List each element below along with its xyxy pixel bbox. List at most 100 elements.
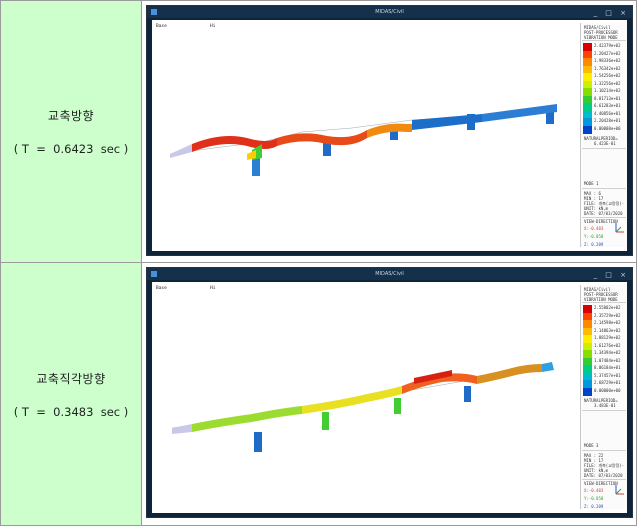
deck-segment — [192, 406, 302, 432]
legend-swatch — [583, 73, 592, 81]
legend-divider — [582, 302, 626, 303]
mode-label: 교축방향 — [47, 109, 95, 123]
legend-swatch — [583, 320, 592, 328]
max-node: MAX : 6 — [584, 191, 601, 196]
date-label: DATE: 07/03/2020 — [584, 473, 623, 478]
result-legend: MIDAS/Civil POST-PROCESSOR VIBRATION MOD… — [580, 23, 627, 247]
mode-label: 교축직각방향 — [36, 371, 106, 386]
title-bar: MIDAS/Civil _ □ × — [147, 6, 632, 18]
legend-divider — [582, 217, 626, 218]
view-coord-z: Z: 0.209 — [584, 504, 604, 509]
pier — [464, 386, 471, 402]
legend-header: POST-PROCESSOR — [584, 292, 618, 297]
legend-value: 1.61276e+02 — [594, 342, 621, 348]
pier — [254, 432, 262, 452]
legend-swatch — [583, 65, 592, 74]
window-buttons[interactable]: _ □ × — [593, 271, 629, 279]
app-window: MIDAS/Civil _ □ × Base Hi — [146, 5, 633, 256]
pier — [323, 140, 331, 156]
legend-value: 8.81713e+01 — [594, 95, 621, 101]
legend-header: MIDAS/Civil — [584, 25, 611, 30]
pier — [546, 108, 554, 124]
legend-value: 2.20427e+02 — [594, 50, 621, 56]
deck-end — [542, 362, 554, 372]
legend-value: 1.76342e+02 — [594, 65, 621, 71]
legend-swatch — [583, 103, 592, 111]
legend-value: 2.35729e+02 — [594, 312, 621, 318]
screenshot-cell-2: MIDAS/Civil _ □ × Base Hi — [141, 262, 637, 526]
pier — [252, 158, 260, 176]
legend-header: MIDAS/Civil — [584, 287, 611, 292]
mode-label-cell-1: 교축방향 ( T = 0.6423 sec ) — [0, 0, 142, 263]
legend-swatch — [583, 80, 592, 89]
legend-value: 8.06184e+01 — [594, 365, 621, 370]
unit-label: UNIT: kN,m — [584, 468, 609, 473]
legend-divider — [582, 148, 626, 149]
deck-end — [172, 424, 192, 434]
legend-swatch — [583, 110, 592, 119]
natural-period-value: 3.483E-01 — [594, 403, 616, 408]
deck-segment — [367, 123, 412, 138]
legend-swatch — [583, 335, 592, 343]
title-bar: MIDAS/Civil _ □ × — [147, 268, 632, 280]
view-coord-x: X:-0.483 — [584, 226, 604, 231]
deck-segment — [412, 114, 482, 130]
legend-divider — [582, 40, 626, 41]
legend-value: 1.54256e+02 — [594, 73, 621, 78]
model-canvas[interactable]: Base Hi — [152, 282, 627, 513]
pier — [390, 124, 398, 140]
legend-swatch — [583, 372, 592, 381]
legend-value: 0.00000e+00 — [594, 387, 621, 393]
date-label: DATE: 07/03/2020 — [584, 211, 623, 216]
legend-swatch — [583, 365, 592, 373]
natural-period-label: NATURALPERIOD= — [584, 398, 618, 403]
app-icon — [151, 9, 157, 15]
max-node: MAX : 22 — [584, 453, 604, 458]
legend-swatch — [583, 118, 592, 126]
legend-header: POST-PROCESSOR — [584, 30, 618, 35]
legend-swatch — [583, 312, 592, 321]
app-icon — [151, 271, 157, 277]
pier-top — [247, 150, 256, 160]
axis-triad-icon — [615, 485, 624, 495]
natural-period-label: NATURALPERIOD= — [584, 136, 618, 141]
legend-swatch — [583, 43, 592, 51]
result-legend: MIDAS/Civil POST-PROCESSOR VIBRATION MOD… — [580, 285, 627, 509]
legend-value: 2.42379e+02 — [594, 43, 621, 48]
legend-swatch — [583, 380, 592, 388]
period-text: ( T = 0.3483 sec ) — [13, 404, 129, 419]
legend-divider — [582, 450, 626, 451]
view-coord-y: Y:-0.850 — [584, 234, 604, 239]
view-direction-label: VIEW-DIRECTION — [584, 481, 618, 486]
legend-value: 1.07484e+02 — [594, 357, 621, 363]
bridge-mode-shape-2 — [171, 362, 554, 452]
legend-swatch — [583, 342, 592, 351]
min-node: MIN : 17 — [584, 196, 604, 201]
legend-swatch — [583, 357, 592, 366]
unit-label: UNIT: kN,m — [584, 206, 609, 211]
legend-header: VIBRATION MODE — [584, 35, 618, 40]
view-coord-z: Z: 0.209 — [584, 242, 604, 247]
file-name: FILE: 개축(교량정)- — [584, 463, 625, 468]
legend-value: 1.10214e+02 — [594, 88, 621, 93]
legend-value: 1.88129e+02 — [594, 335, 621, 340]
view-label-base: Base — [156, 24, 167, 29]
legend-swatch — [583, 95, 592, 104]
legend-value: 2.14598e+02 — [594, 320, 621, 325]
view-coord-y: Y:-0.850 — [584, 496, 604, 501]
model-canvas[interactable]: Base Hi — [152, 20, 627, 251]
legend-divider — [582, 410, 626, 411]
window-buttons[interactable]: _ □ × — [593, 9, 629, 17]
legend-divider — [582, 188, 626, 189]
legend-swatch — [583, 125, 592, 134]
deck-segment — [192, 136, 277, 152]
legend-value: 6.61283e+01 — [594, 103, 621, 108]
window-title: MIDAS/Civil — [375, 271, 404, 277]
deck-segment — [402, 373, 477, 394]
legend-swatch — [583, 305, 592, 313]
axis-triad-icon — [615, 223, 624, 233]
legend-swatch — [583, 350, 592, 358]
mode-number: MODE 1 — [584, 181, 599, 186]
legend-swatch — [583, 88, 592, 96]
legend-swatch — [583, 58, 592, 66]
